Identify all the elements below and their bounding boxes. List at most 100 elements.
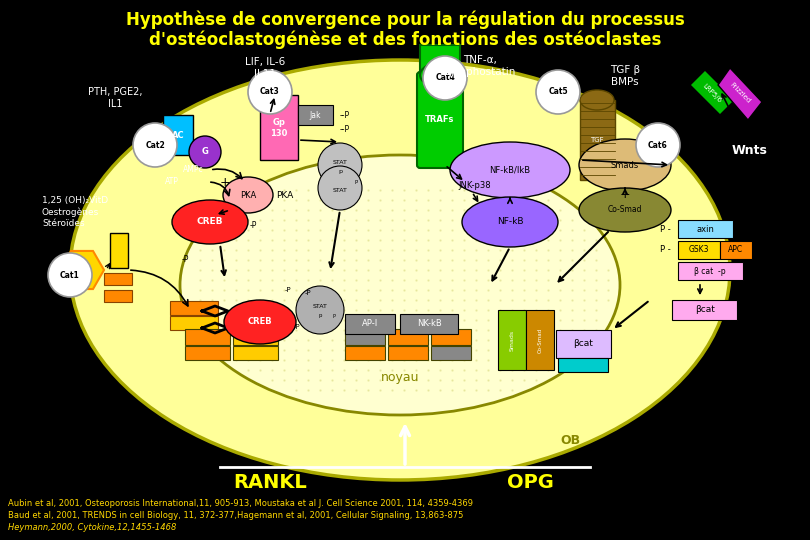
Text: Smads: Smads	[509, 329, 514, 350]
Text: +: +	[220, 176, 230, 188]
Ellipse shape	[180, 155, 620, 415]
Text: NK-kB: NK-kB	[416, 320, 441, 328]
Text: P -: P -	[660, 246, 671, 254]
Ellipse shape	[450, 142, 570, 198]
Bar	[104, 273, 132, 285]
Text: STAT: STAT	[333, 187, 347, 192]
Text: Cat5: Cat5	[548, 87, 568, 97]
Text: PKA: PKA	[276, 191, 293, 199]
Text: p: p	[338, 168, 342, 173]
Text: IL1: IL1	[108, 99, 122, 109]
Circle shape	[318, 143, 362, 187]
Circle shape	[248, 70, 292, 114]
Text: IL11: IL11	[254, 69, 276, 79]
Bar	[720, 241, 752, 259]
Bar	[556, 330, 611, 358]
Text: AMPc: AMPc	[183, 165, 203, 174]
Text: β cat  -p: β cat -p	[694, 267, 726, 275]
Text: RANKL: RANKL	[233, 472, 307, 491]
Text: P: P	[333, 314, 335, 319]
Ellipse shape	[579, 188, 671, 232]
Text: NF-kB: NF-kB	[497, 218, 523, 226]
Text: JNK-p38: JNK-p38	[458, 180, 492, 190]
Text: Frizzled: Frizzled	[729, 82, 752, 104]
Circle shape	[318, 166, 362, 210]
Text: TNF-α,: TNF-α,	[463, 55, 497, 65]
Bar	[420, 45, 460, 85]
Text: --P: --P	[340, 111, 350, 119]
Text: Cat4: Cat4	[435, 73, 455, 83]
Text: P: P	[355, 179, 358, 185]
Text: -P: -P	[249, 221, 257, 231]
Text: Smads: Smads	[611, 160, 639, 170]
Circle shape	[536, 70, 580, 114]
Text: TRAFs: TRAFs	[425, 116, 454, 125]
Bar	[185, 346, 230, 360]
Text: Oestrogènes: Oestrogènes	[42, 207, 100, 217]
Text: -P: -P	[181, 255, 189, 265]
Ellipse shape	[579, 139, 671, 191]
Text: -P: -P	[294, 324, 301, 330]
Text: Stéroïdes: Stéroïdes	[42, 219, 84, 228]
Text: axin: axin	[696, 225, 714, 233]
Text: Cat3: Cat3	[260, 87, 280, 97]
Bar	[104, 290, 132, 302]
Bar	[260, 95, 298, 160]
Bar	[498, 310, 526, 370]
Ellipse shape	[580, 90, 614, 110]
Ellipse shape	[224, 300, 296, 344]
Text: +: +	[620, 188, 630, 201]
Bar	[678, 262, 743, 280]
Bar	[345, 346, 385, 360]
Text: LIF, IL-6: LIF, IL-6	[245, 57, 285, 67]
Bar	[345, 314, 395, 334]
Text: OPG: OPG	[506, 472, 553, 491]
Bar	[580, 100, 615, 180]
Bar	[345, 329, 385, 345]
Text: G: G	[202, 147, 208, 157]
Bar	[388, 329, 428, 345]
Text: p: p	[318, 314, 322, 319]
Text: βcat: βcat	[573, 340, 593, 348]
Text: d'ostéoclastogénèse et des fonctions des ostéoclastes: d'ostéoclastogénèse et des fonctions des…	[149, 31, 661, 49]
Text: BMPs: BMPs	[612, 77, 639, 87]
Text: CREB: CREB	[248, 318, 272, 327]
Text: Aubin et al, 2001, Osteoporosis International,11, 905-913, Moustaka et al J. Cel: Aubin et al, 2001, Osteoporosis Internat…	[8, 500, 473, 509]
Ellipse shape	[223, 177, 273, 213]
Text: Wnts: Wnts	[732, 144, 768, 157]
Text: STAT: STAT	[313, 305, 327, 309]
Text: Hypothèse de convergence pour la régulation du processus: Hypothèse de convergence pour la régulat…	[126, 11, 684, 29]
Bar	[163, 115, 193, 155]
Bar	[388, 346, 428, 360]
Text: Baud et al, 2001, TRENDS in cell Biology, 11, 372-377,Hagemann et al, 2001, Cell: Baud et al, 2001, TRENDS in cell Biology…	[8, 511, 463, 521]
Bar	[110, 233, 128, 268]
Ellipse shape	[420, 63, 460, 87]
Text: Lymphostatin: Lymphostatin	[445, 67, 515, 77]
FancyBboxPatch shape	[417, 72, 463, 168]
Bar	[678, 241, 720, 259]
Text: Co-Smad: Co-Smad	[608, 206, 642, 214]
Bar	[170, 301, 218, 315]
Text: OB: OB	[560, 434, 580, 447]
Text: GSK3: GSK3	[688, 246, 710, 254]
Text: PKA: PKA	[240, 191, 256, 199]
Bar	[431, 346, 471, 360]
Text: -P: -P	[284, 287, 292, 293]
Polygon shape	[690, 70, 735, 115]
Ellipse shape	[189, 136, 221, 168]
Bar	[431, 329, 471, 345]
Bar	[170, 316, 218, 330]
Text: AC: AC	[172, 131, 185, 139]
Circle shape	[636, 123, 680, 167]
Text: NF-kB/IkB: NF-kB/IkB	[489, 165, 531, 174]
Text: PTH, PGE2,: PTH, PGE2,	[87, 87, 143, 97]
Text: Heymann,2000, Cytokine,12,1455-1468: Heymann,2000, Cytokine,12,1455-1468	[8, 523, 177, 532]
Bar	[558, 358, 608, 372]
Bar	[185, 329, 230, 345]
Text: P -: P -	[660, 226, 671, 234]
Ellipse shape	[462, 197, 558, 247]
Text: APC: APC	[728, 246, 744, 254]
Text: --P: --P	[340, 125, 350, 134]
Polygon shape	[718, 68, 762, 120]
Polygon shape	[60, 251, 104, 289]
